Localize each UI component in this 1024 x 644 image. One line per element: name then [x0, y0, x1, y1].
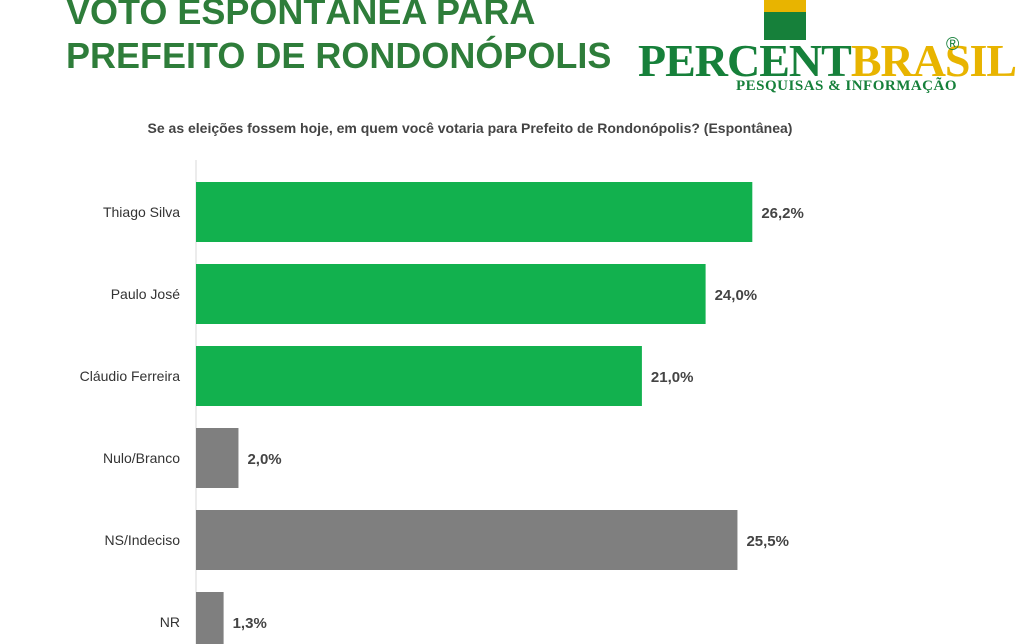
bar-nulo-branco	[196, 428, 239, 488]
bar-claudio-ferreira	[196, 346, 642, 406]
logo-word-brasil: BRASIL	[850, 35, 1017, 86]
bar-nr	[196, 592, 224, 644]
chart-question: Se as eleições fossem hoje, em quem você…	[147, 120, 793, 136]
title-line-2: PREFEITO DE RONDONÓPOLIS	[66, 35, 612, 76]
category-label-claudio-ferreira: Cláudio Ferreira	[80, 368, 181, 384]
logo-tagline: PESQUISAS & INFORMAÇÃO	[736, 78, 958, 94]
logo-word-percent: PERCENT	[638, 35, 852, 86]
logo-wordmark: PERCENTBRASIL	[638, 34, 1017, 88]
bar-ns-indeciso	[196, 510, 738, 570]
data-label-thiago-silva: 26,2%	[761, 205, 804, 222]
title-line-1: VOTO ESPONTÂNEA PARA	[66, 0, 536, 32]
category-label-nr: NR	[160, 614, 180, 630]
registered-mark: ®	[946, 34, 960, 54]
percentbrasil-logo: PERCENTBRASIL ® PESQUISAS & INFORMAÇÃO	[634, 0, 1017, 100]
category-label-paulo-jose: Paulo José	[111, 286, 180, 302]
data-label-ns-indeciso: 25,5%	[746, 533, 789, 550]
bar-paulo-jose	[196, 264, 706, 324]
data-label-paulo-jose: 24,0%	[715, 287, 758, 304]
chart-title: VOTO ESPONTÂNEA PARA PREFEITO DE RONDONÓ…	[66, 0, 611, 78]
data-label-claudio-ferreira: 21,0%	[651, 369, 694, 386]
bar-chart: Thiago Silva 26,2% Paulo José 24,0% Cláudio …	[80, 160, 804, 644]
category-label-nulo-branco: Nulo/Branco	[103, 450, 180, 466]
category-label-thiago-silva: Thiago Silva	[103, 204, 180, 220]
data-label-nr: 1,3%	[233, 615, 267, 632]
bar-thiago-silva	[196, 182, 753, 242]
category-label-ns-indeciso: NS/Indeciso	[105, 532, 181, 548]
flag-icon	[764, 0, 806, 40]
data-label-nulo-branco: 2,0%	[247, 451, 281, 468]
